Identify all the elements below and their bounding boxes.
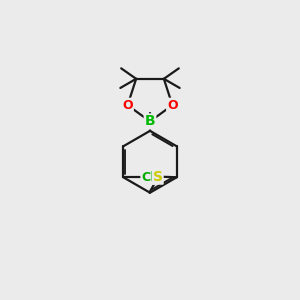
Text: O: O bbox=[122, 99, 133, 112]
Text: Cl: Cl bbox=[141, 171, 154, 184]
Text: B: B bbox=[145, 114, 155, 128]
Text: O: O bbox=[167, 99, 178, 112]
Text: S: S bbox=[153, 169, 163, 184]
